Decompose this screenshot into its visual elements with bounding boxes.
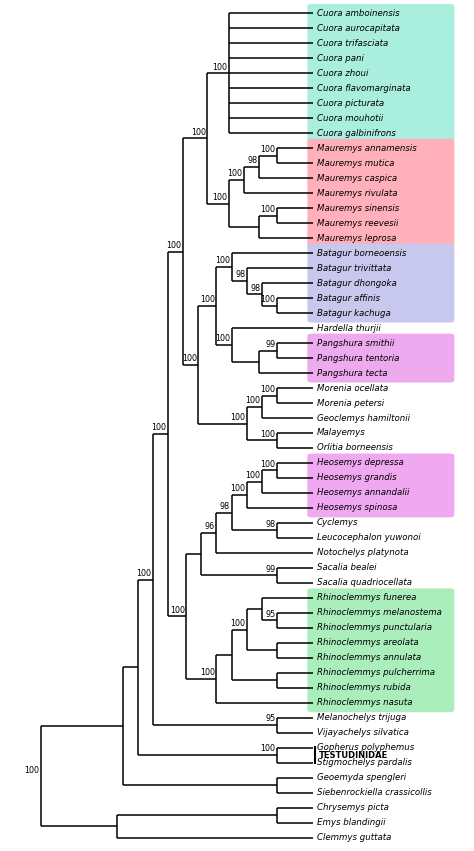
Text: Batagur affinis: Batagur affinis — [317, 294, 380, 303]
Text: Cuora trifasciata: Cuora trifasciata — [317, 39, 388, 48]
Text: 100: 100 — [227, 169, 242, 179]
Text: 100: 100 — [200, 295, 215, 305]
Text: Gopherus polyphemus: Gopherus polyphemus — [317, 743, 414, 752]
Text: Rhinoclemmys nasuta: Rhinoclemmys nasuta — [317, 699, 412, 707]
Text: 100: 100 — [215, 334, 230, 343]
Text: Mauremys sinensis: Mauremys sinensis — [317, 203, 399, 213]
Text: Cuora amboinensis: Cuora amboinensis — [317, 9, 400, 18]
Text: Cuora aurocapitata: Cuora aurocapitata — [317, 24, 400, 33]
FancyBboxPatch shape — [307, 243, 454, 323]
FancyBboxPatch shape — [307, 454, 454, 517]
Text: Mauremys annamensis: Mauremys annamensis — [317, 144, 417, 152]
Text: Mauremys mutica: Mauremys mutica — [317, 159, 394, 168]
Text: 100: 100 — [200, 668, 215, 677]
Text: Cuora mouhotii: Cuora mouhotii — [317, 114, 383, 123]
Text: 100: 100 — [167, 241, 182, 250]
Text: Geoclemys hamiltonii: Geoclemys hamiltonii — [317, 414, 410, 422]
Text: Cuora picturata: Cuora picturata — [317, 99, 384, 108]
Text: Clemmys guttata: Clemmys guttata — [317, 833, 392, 842]
Text: 96: 96 — [205, 522, 215, 531]
Text: Stigmochelys pardalis: Stigmochelys pardalis — [317, 758, 412, 768]
Text: Mauremys rivulata: Mauremys rivulata — [317, 189, 398, 197]
Text: Batagur borneoensis: Batagur borneoensis — [317, 248, 406, 258]
Text: Chrysemys picta: Chrysemys picta — [317, 803, 389, 812]
Text: Mauremys reevesii: Mauremys reevesii — [317, 219, 399, 228]
Text: 95: 95 — [265, 715, 275, 723]
Text: 100: 100 — [246, 471, 260, 480]
Text: 99: 99 — [265, 564, 275, 574]
FancyBboxPatch shape — [307, 588, 454, 712]
Text: 100: 100 — [230, 413, 245, 422]
Text: Orlitia borneensis: Orlitia borneensis — [317, 443, 393, 453]
Text: Vijayachelys silvatica: Vijayachelys silvatica — [317, 728, 409, 737]
Text: Cyclemys: Cyclemys — [317, 518, 358, 528]
Text: Cuora pani: Cuora pani — [317, 54, 364, 63]
Text: 100: 100 — [137, 568, 151, 578]
Text: 100: 100 — [212, 192, 227, 202]
Text: 100: 100 — [191, 128, 206, 137]
Text: TESTUDINIDAE: TESTUDINIDAE — [319, 751, 388, 760]
Text: 100: 100 — [246, 396, 260, 405]
Text: Batagur kachuga: Batagur kachuga — [317, 309, 391, 317]
Text: Cuora zhoui: Cuora zhoui — [317, 69, 368, 77]
Text: Malayemys: Malayemys — [317, 429, 366, 437]
Text: Siebenrockiella crassicollis: Siebenrockiella crassicollis — [317, 788, 432, 797]
Text: Mauremys caspica: Mauremys caspica — [317, 174, 397, 183]
Text: 99: 99 — [265, 340, 275, 349]
Text: 100: 100 — [212, 62, 227, 71]
Text: Batagur dhongoka: Batagur dhongoka — [317, 278, 397, 288]
Text: 100: 100 — [261, 205, 275, 214]
Text: Morenia petersi: Morenia petersi — [317, 398, 384, 408]
Text: 100: 100 — [152, 423, 166, 432]
Text: Pangshura smithii: Pangshura smithii — [317, 339, 394, 347]
Text: 98: 98 — [235, 271, 245, 279]
Text: Rhinoclemmys punctularia: Rhinoclemmys punctularia — [317, 623, 432, 632]
Text: Heosemys grandis: Heosemys grandis — [317, 473, 397, 483]
FancyBboxPatch shape — [307, 139, 454, 248]
Text: Sacalia quadriocellata: Sacalia quadriocellata — [317, 579, 412, 587]
Text: 100: 100 — [230, 484, 245, 493]
Text: Heosemys spinosa: Heosemys spinosa — [317, 504, 397, 512]
Text: Leucocephalon yuwonoi: Leucocephalon yuwonoi — [317, 534, 421, 542]
Text: Rhinoclemmys rubida: Rhinoclemmys rubida — [317, 683, 411, 692]
Text: 100: 100 — [230, 619, 245, 628]
Text: 100: 100 — [170, 606, 185, 614]
Text: Notochelys platynota: Notochelys platynota — [317, 548, 409, 557]
Text: Rhinoclemmys areolata: Rhinoclemmys areolata — [317, 638, 419, 648]
Text: 100: 100 — [261, 294, 275, 304]
Text: Rhinoclemmys annulata: Rhinoclemmys annulata — [317, 654, 421, 662]
Text: 98: 98 — [265, 520, 275, 528]
Text: Geoemyda spengleri: Geoemyda spengleri — [317, 774, 406, 782]
Text: Heosemys annandalii: Heosemys annandalii — [317, 488, 410, 498]
Text: 98: 98 — [220, 502, 230, 511]
Text: Hardella thurjii: Hardella thurjii — [317, 323, 381, 333]
Text: Cuora galbinifrons: Cuora galbinifrons — [317, 129, 396, 138]
Text: Rhinoclemmys melanostema: Rhinoclemmys melanostema — [317, 608, 442, 617]
Text: 95: 95 — [265, 609, 275, 619]
Text: 100: 100 — [261, 745, 275, 753]
Text: Emys blandingii: Emys blandingii — [317, 818, 385, 827]
FancyBboxPatch shape — [307, 334, 454, 382]
Text: Rhinoclemmys funerea: Rhinoclemmys funerea — [317, 593, 417, 603]
Text: 98: 98 — [250, 283, 260, 293]
Text: 100: 100 — [261, 430, 275, 438]
Text: 100: 100 — [24, 766, 39, 774]
Text: Sacalia bealei: Sacalia bealei — [317, 563, 376, 573]
Text: Cuora flavomarginata: Cuora flavomarginata — [317, 83, 410, 93]
Text: 100: 100 — [261, 385, 275, 394]
Text: Batagur trivittata: Batagur trivittata — [317, 264, 392, 272]
Text: Mauremys leprosa: Mauremys leprosa — [317, 234, 396, 243]
FancyBboxPatch shape — [307, 4, 454, 143]
Text: 98: 98 — [247, 157, 257, 165]
Text: Rhinoclemmys pulcherrima: Rhinoclemmys pulcherrima — [317, 668, 435, 677]
Text: Morenia ocellata: Morenia ocellata — [317, 384, 388, 392]
Text: Heosemys depressa: Heosemys depressa — [317, 459, 404, 467]
Text: 100: 100 — [182, 354, 197, 363]
Text: Pangshura tecta: Pangshura tecta — [317, 368, 388, 378]
Text: 100: 100 — [261, 145, 275, 154]
Text: 100: 100 — [261, 460, 275, 469]
Text: Pangshura tentoria: Pangshura tentoria — [317, 353, 400, 363]
Text: Melanochelys trijuga: Melanochelys trijuga — [317, 713, 406, 722]
Text: 100: 100 — [215, 256, 230, 266]
